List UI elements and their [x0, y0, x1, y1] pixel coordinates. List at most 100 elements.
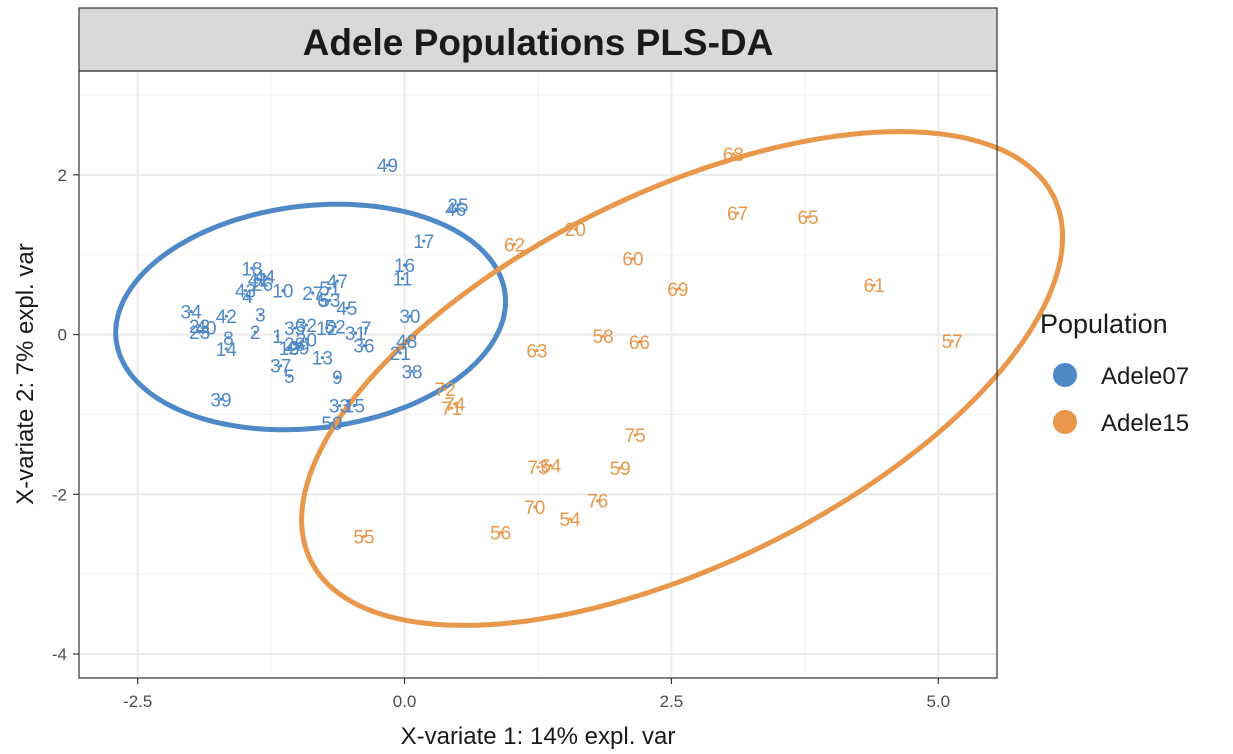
point-label: 73 [527, 458, 548, 479]
point-label: 6 [317, 291, 328, 312]
point-label: 67 [727, 204, 748, 225]
point-label: 42 [216, 307, 237, 328]
sample-point: 46 [445, 200, 466, 221]
point-marker [279, 364, 283, 368]
point-marker [422, 239, 426, 243]
point-label: 64 [540, 457, 562, 478]
sample-point: 44 [254, 267, 276, 288]
point-label: 2 [250, 323, 261, 344]
y-axis-title: X-variate 2: 7% expl. var [12, 243, 39, 504]
point-marker [736, 211, 740, 215]
point-label: 41 [248, 270, 269, 291]
point-label: 4 [242, 287, 253, 308]
point-marker [189, 309, 193, 314]
point-marker [364, 326, 368, 330]
sample-point: 37 [270, 357, 291, 378]
legend-title: Population [1040, 309, 1168, 339]
sample-point: 51 [319, 279, 340, 300]
x-tick-label: -2.5 [123, 692, 152, 711]
sample-point: 54 [559, 510, 581, 531]
point-label: 43 [235, 282, 256, 303]
legend-item-adele07: Adele07 [1053, 363, 1189, 390]
sample-point: 34 [181, 302, 203, 323]
title-strip [78, 7, 998, 72]
point-label: 58 [593, 327, 614, 348]
point-label: 66 [629, 333, 650, 354]
point-marker [256, 277, 260, 282]
point-label: 65 [797, 208, 818, 229]
sample-point: 29 [288, 338, 309, 359]
point-marker [533, 505, 537, 509]
point-marker [573, 227, 577, 231]
sample-point: 28 [284, 335, 305, 356]
point-label: 51 [319, 279, 340, 300]
point-marker [219, 397, 223, 401]
point-label: 47 [327, 272, 348, 293]
point-marker [253, 330, 257, 334]
point-marker [352, 404, 356, 408]
sample-point: 68 [723, 145, 744, 166]
point-label: 13 [312, 349, 333, 370]
point-marker [398, 351, 402, 355]
point-marker [601, 334, 605, 338]
y-tick-label: 2 [58, 166, 67, 185]
panel-border [78, 70, 998, 679]
point-label: 56 [490, 524, 511, 545]
point-label: 60 [622, 250, 643, 271]
sample-point: 1 [272, 327, 283, 348]
sample-point: 21 [390, 344, 411, 365]
point-marker [198, 330, 202, 334]
point-marker [320, 356, 324, 360]
point-marker [362, 535, 366, 539]
point-marker [224, 347, 228, 351]
point-marker [731, 152, 735, 156]
sample-point: 52 [325, 318, 346, 339]
point-label: 48 [396, 332, 417, 353]
point-marker [637, 340, 642, 344]
sample-point: 32 [296, 316, 317, 337]
legend-swatch [1053, 363, 1077, 387]
sample-point: 73 [527, 458, 548, 479]
sample-point: 27 [302, 284, 323, 305]
legend: Population Adele07 Adele15 [1040, 309, 1189, 437]
point-marker [335, 279, 339, 283]
legend-swatch [1053, 410, 1077, 434]
point-marker [596, 499, 600, 503]
point-label: 35 [284, 319, 305, 340]
sample-point: 20 [565, 220, 586, 241]
point-marker [536, 465, 540, 469]
x-tick-label: 5.0 [926, 692, 950, 711]
sample-point: 48 [396, 332, 417, 353]
sample-point: 40 [195, 318, 216, 339]
sample-point: 20 [296, 330, 317, 351]
point-marker [535, 348, 539, 353]
sample-point: 72 [435, 380, 456, 401]
point-label: 55 [353, 528, 374, 549]
sample-point: 16 [394, 256, 415, 277]
point-marker [405, 339, 409, 343]
point-label: 9 [332, 368, 343, 389]
point-marker [224, 314, 228, 318]
point-label: 10 [272, 282, 293, 303]
point-label: 23 [189, 323, 210, 344]
sample-point: 4 [242, 287, 253, 308]
point-marker [402, 263, 407, 267]
sample-point: 41 [248, 270, 269, 291]
sample-point: 47 [327, 272, 348, 293]
point-marker [456, 203, 460, 207]
point-label: 31 [345, 324, 366, 345]
point-marker [297, 345, 301, 349]
sample-point: 19 [279, 339, 300, 360]
sample-point: 30 [399, 307, 420, 328]
point-marker [311, 291, 315, 295]
point-marker [287, 346, 291, 350]
point-label: 14 [216, 340, 238, 361]
sample-point: 23 [189, 323, 210, 344]
point-label: 38 [401, 362, 422, 383]
x-tick-label: 2.5 [660, 692, 684, 711]
point-label: 8 [223, 329, 234, 350]
sample-point: 66 [629, 333, 650, 354]
sample-point: 18 [241, 259, 262, 280]
